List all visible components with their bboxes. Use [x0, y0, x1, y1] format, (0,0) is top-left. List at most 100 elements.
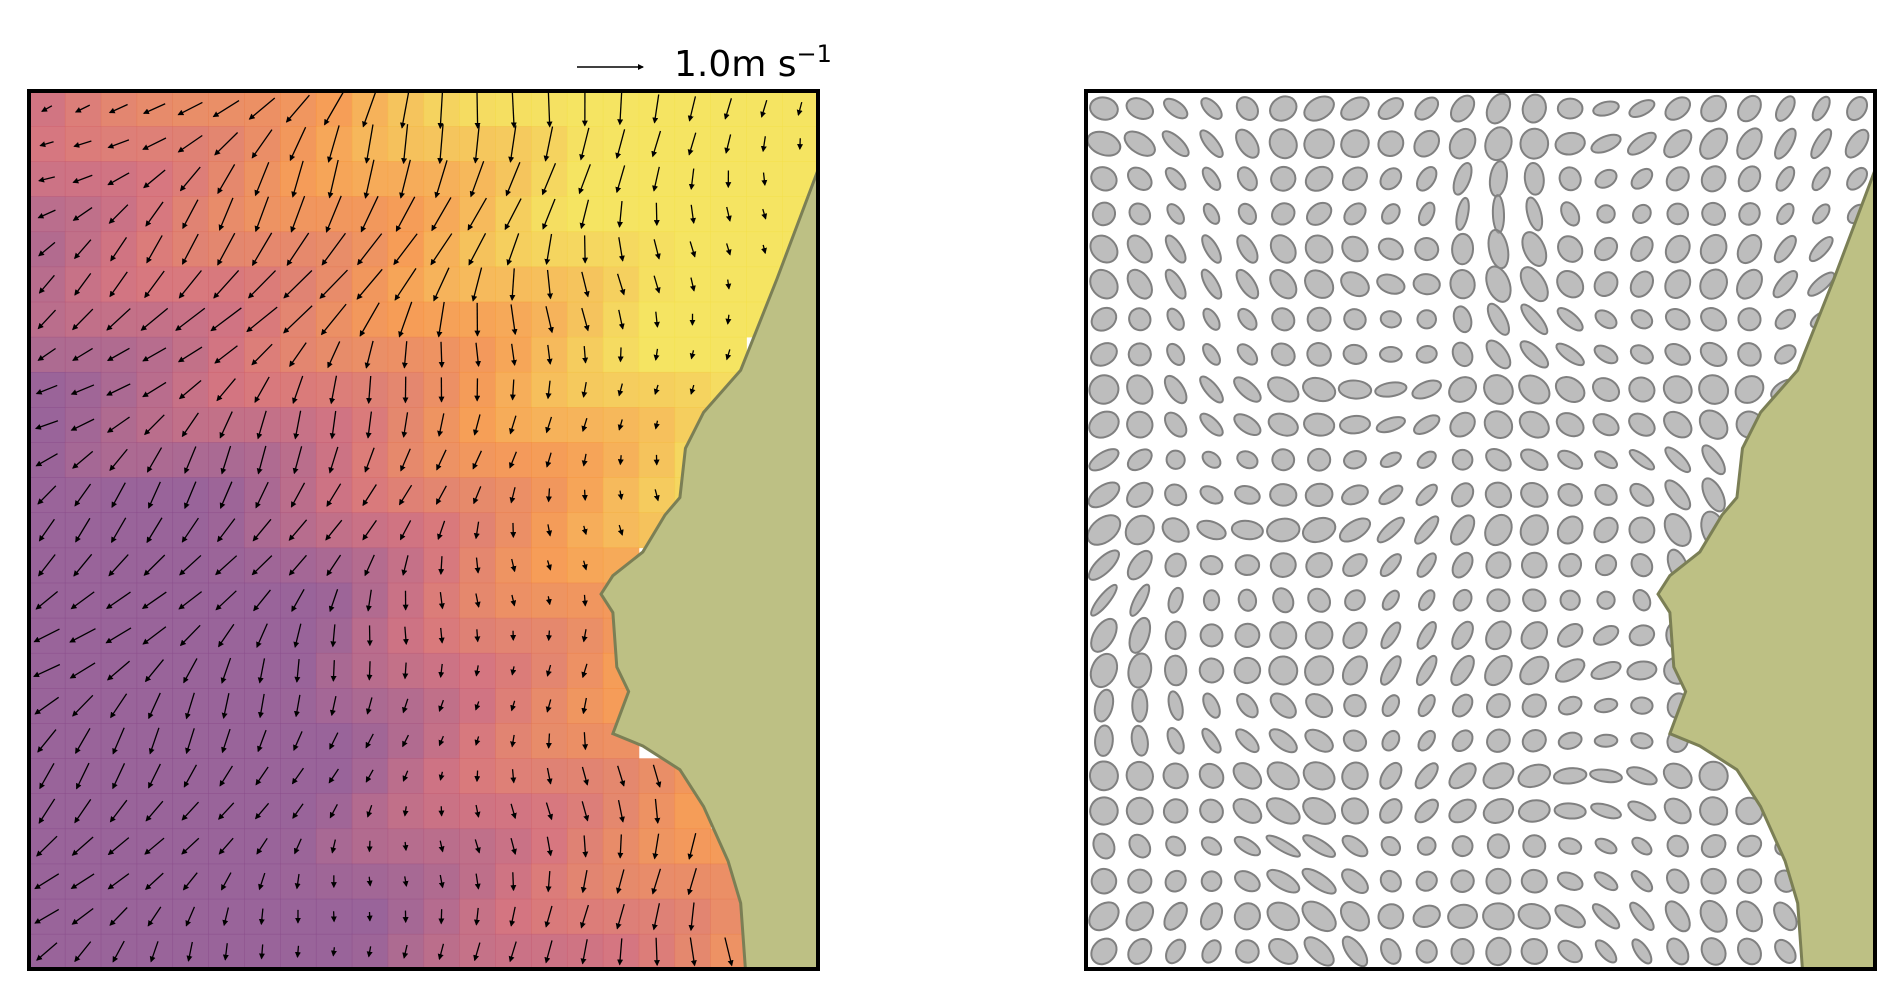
strain-ellipse [1232, 762, 1263, 790]
velocity-arrow [362, 519, 377, 541]
velocity-arrow [544, 940, 553, 964]
strain-ellipse [1377, 130, 1405, 157]
velocity-arrow [725, 206, 732, 222]
strain-ellipse [1342, 343, 1368, 365]
strain-ellipse [1626, 766, 1658, 786]
velocity-arrow [509, 379, 516, 401]
strain-ellipse [1232, 798, 1263, 824]
strain-ellipse [1201, 727, 1222, 754]
velocity-arrow [615, 129, 626, 160]
velocity-arrow [329, 410, 337, 440]
velocity-arrow [185, 692, 195, 720]
velocity-arrow [257, 729, 267, 753]
strain-ellipse [1304, 655, 1335, 686]
velocity-arrow [401, 555, 409, 576]
velocity-arrow [546, 524, 553, 537]
strain-ellipse [1167, 690, 1184, 721]
strain-ellipse [1087, 549, 1120, 581]
velocity-arrow [142, 137, 167, 150]
velocity-arrow [283, 270, 313, 299]
strain-ellipse [1340, 96, 1370, 121]
velocity-arrow [366, 375, 373, 405]
velocity-arrow [218, 623, 235, 648]
strain-ellipse [1233, 376, 1262, 403]
velocity-arrow [510, 558, 517, 573]
strain-ellipse [1199, 554, 1224, 576]
strain-ellipse [1234, 485, 1261, 505]
strain-ellipse [1126, 268, 1153, 300]
strain-ellipse [1166, 726, 1185, 755]
velocity-arrow [74, 104, 91, 113]
velocity-arrow [330, 947, 337, 957]
strain-ellipse [1774, 308, 1797, 330]
velocity-arrow [217, 232, 236, 266]
strain-ellipse [1379, 798, 1403, 824]
velocity-arrow [291, 160, 304, 198]
strain-ellipse [1518, 374, 1551, 405]
velocity-arrow [510, 872, 517, 892]
strain-ellipse [1162, 798, 1189, 824]
strain-ellipse [1415, 345, 1438, 364]
velocity-arrow [219, 411, 233, 439]
strain-ellipse [1557, 483, 1583, 507]
strain-ellipse [1341, 935, 1369, 968]
strain-ellipse [1196, 519, 1227, 541]
strain-ellipse [1230, 519, 1264, 541]
strain-ellipse [1776, 202, 1795, 226]
velocity-arrow [72, 174, 93, 184]
velocity-arrow [330, 660, 337, 682]
strain-ellipse [1304, 728, 1334, 753]
strain-ellipse [1736, 127, 1763, 160]
strain-ellipse [1307, 447, 1332, 472]
velocity-arrow [181, 801, 200, 821]
velocity-arrow [251, 555, 273, 576]
strain-ellipse [1520, 938, 1548, 965]
strain-ellipse [1557, 235, 1584, 263]
velocity-arrow [182, 872, 198, 891]
strain-ellipse [1558, 166, 1582, 192]
strain-ellipse [1415, 654, 1438, 687]
strain-ellipse [1632, 589, 1652, 612]
strain-ellipse [1414, 237, 1440, 262]
velocity-arrow [545, 380, 552, 400]
land [599, 169, 818, 969]
velocity-arrow [73, 140, 92, 148]
velocity-arrow [654, 798, 661, 824]
strain-ellipse [1488, 160, 1508, 198]
velocity-arrow [321, 232, 346, 266]
strain-ellipse [1700, 937, 1727, 966]
strain-ellipse [1165, 835, 1187, 857]
velocity-arrow [581, 417, 588, 433]
strain-ellipse [1626, 660, 1658, 681]
velocity-arrow [436, 449, 447, 471]
strain-ellipse [1594, 450, 1619, 470]
strain-ellipse [1664, 900, 1691, 933]
strain-ellipse [1449, 514, 1476, 546]
velocity-arrow [438, 663, 445, 679]
velocity-arrow [143, 554, 166, 576]
strain-ellipse [1414, 96, 1440, 121]
velocity-arrow [474, 804, 481, 818]
velocity-arrow [510, 343, 517, 366]
strain-ellipse [1303, 936, 1335, 967]
velocity-arrow [467, 197, 487, 231]
strain-ellipse [1774, 127, 1797, 160]
velocity-arrow [107, 873, 130, 890]
strain-ellipse [1630, 309, 1654, 330]
velocity-arrow [145, 201, 164, 227]
velocity-arrow [294, 838, 302, 855]
strain-ellipse [1341, 484, 1369, 506]
strain-ellipse [1265, 834, 1301, 858]
velocity-arrow [653, 937, 660, 967]
velocity-arrow [579, 199, 590, 230]
key-label: 1.0m s−1 [674, 40, 832, 85]
velocity-arrow [106, 347, 130, 362]
velocity-arrow [399, 91, 410, 129]
velocity-arrow [689, 241, 697, 258]
strain-ellipse [1341, 834, 1369, 858]
velocity-arrow [74, 273, 92, 296]
velocity-arrow [38, 554, 56, 577]
velocity-arrow [221, 693, 230, 719]
velocity-arrow [175, 307, 206, 331]
left-frame [27, 89, 820, 971]
